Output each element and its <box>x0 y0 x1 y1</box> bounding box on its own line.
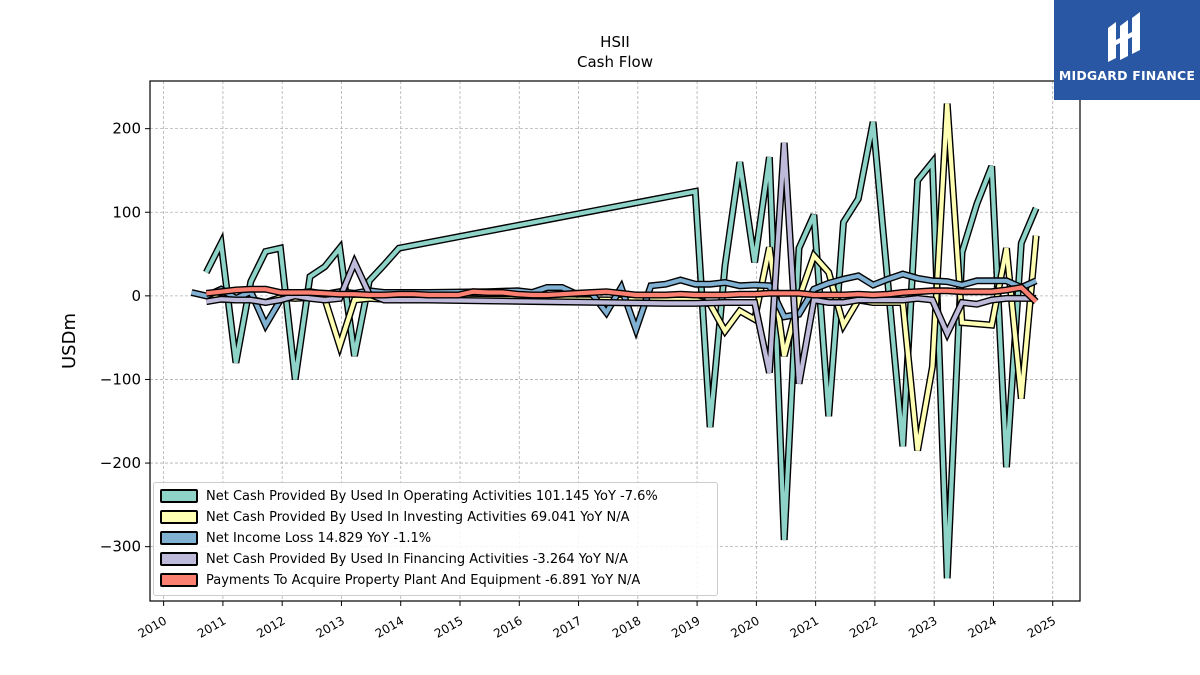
midgard-logo-mark-icon <box>1108 12 1140 62</box>
series-0 <box>203 121 1040 579</box>
x-tick-label: 2023 <box>906 613 939 640</box>
series-layer <box>190 103 1040 579</box>
plot-area-frame <box>149 80 1081 602</box>
legend-swatch <box>160 573 198 587</box>
chart-title: HSII <box>600 33 630 51</box>
x-tick-label: 2010 <box>136 613 169 640</box>
legend-item-financing: Net Cash Provided By Used In Financing A… <box>160 549 628 569</box>
y-axis-label: USDm <box>59 313 80 369</box>
x-tick-label: 2022 <box>847 613 880 640</box>
legend-swatch <box>160 531 198 545</box>
legend-label: Payments To Acquire Property Plant And E… <box>206 572 641 588</box>
x-tick-label: 2016 <box>491 613 524 640</box>
logo-text: MIDGARD FINANCE <box>1058 68 1196 83</box>
x-tick-label: 2011 <box>195 613 228 640</box>
x-tick-label: 2014 <box>373 613 406 640</box>
x-tick-label: 2017 <box>551 613 584 640</box>
legend-label: Net Cash Provided By Used In Financing A… <box>206 551 629 567</box>
legend-label: Net Cash Provided By Used In Operating A… <box>206 488 658 504</box>
series-line <box>205 142 1037 384</box>
x-tick-label: 2021 <box>788 613 821 640</box>
x-tick-label: 2015 <box>432 613 465 640</box>
legend-item-net-income: Net Income Loss 14.829 YoY -1.1% <box>160 528 431 548</box>
legend: Net Cash Provided By Used In Operating A… <box>153 482 718 596</box>
series-3 <box>205 142 1037 385</box>
chart-subtitle: Cash Flow <box>577 53 653 71</box>
y-tick-label: −200 <box>100 454 141 472</box>
legend-swatch <box>160 552 198 566</box>
brand-logo: MIDGARD FINANCE <box>1054 0 1200 100</box>
x-tick-label: 2018 <box>610 613 643 640</box>
legend-item-capex: Payments To Acquire Property Plant And E… <box>160 570 640 590</box>
y-tick-label: −100 <box>100 370 141 388</box>
x-axis: 2010 2011 2012 2013 2014 2015 2016 2017 2018 2019… <box>136 601 1058 641</box>
legend-label: Net Income Loss 14.829 YoY -1.1% <box>206 530 432 546</box>
y-tick-label: 100 <box>112 203 141 221</box>
y-axis: 200 100 0 −100 −200 −300 <box>100 120 150 556</box>
x-tick-label: 2013 <box>313 613 346 640</box>
y-tick-label: −300 <box>100 538 141 556</box>
legend-swatch <box>160 510 198 524</box>
series-line <box>204 121 1039 579</box>
y-tick-label: 0 <box>131 287 141 305</box>
legend-item-operating: Net Cash Provided By Used In Operating A… <box>160 486 658 506</box>
x-tick-label: 2024 <box>966 613 999 640</box>
y-tick-label: 200 <box>112 120 141 138</box>
series-line <box>206 285 1038 304</box>
legend-item-investing: Net Cash Provided By Used In Investing A… <box>160 507 630 527</box>
x-tick-label: 2020 <box>728 613 761 640</box>
series-4 <box>205 283 1039 305</box>
legend-swatch <box>160 489 198 503</box>
x-tick-label: 2019 <box>669 613 702 640</box>
legend-label: Net Cash Provided By Used In Investing A… <box>206 509 630 525</box>
x-tick-label: 2025 <box>1025 613 1058 640</box>
x-tick-label: 2012 <box>254 613 287 640</box>
